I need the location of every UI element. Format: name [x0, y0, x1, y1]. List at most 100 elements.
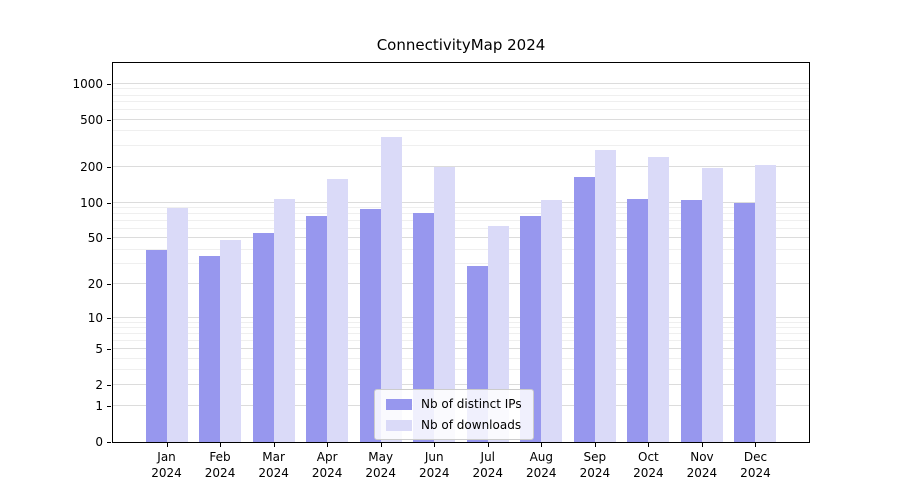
bar-distinct-ips [252, 233, 274, 442]
y-axis-tick-label: 500 [80, 112, 103, 127]
minor-gridline [113, 130, 809, 132]
x-axis-tick-label: Apr 2024 [311, 450, 343, 480]
y-axis-tick-mark [107, 284, 111, 286]
y-axis-tick-label: 200 [80, 160, 103, 175]
x-axis-tick-mark [434, 443, 436, 447]
minor-gridline [113, 357, 809, 359]
legend: Nb of distinct IPs Nb of downloads [374, 389, 534, 440]
minor-gridline [113, 88, 809, 90]
y-axis-tick-label: 10 [87, 310, 103, 325]
minor-gridline [113, 369, 809, 371]
minor-gridline [113, 321, 809, 323]
minor-gridline [113, 109, 809, 111]
x-axis-tick-label: Feb 2024 [204, 450, 236, 480]
y-axis-tick-mark [107, 167, 111, 169]
x-axis-tick-mark [541, 443, 543, 447]
minor-gridline [113, 213, 809, 215]
bar-downloads [648, 156, 670, 442]
x-axis-tick-mark [380, 443, 382, 447]
minor-gridline [113, 333, 809, 335]
chart-title: ConnectivityMap 2024 [376, 36, 546, 54]
legend-label-distinct-ips: Nb of distinct IPs [421, 397, 522, 411]
x-axis-tick-label: Jul 2024 [472, 450, 504, 480]
y-axis-tick-mark [107, 349, 111, 351]
y-axis-tick-mark [107, 442, 111, 443]
bar-downloads [380, 136, 402, 442]
x-axis-tick-label: May 2024 [365, 450, 396, 480]
x-axis-tick-mark [487, 443, 489, 447]
bar-distinct-ips [199, 256, 221, 442]
major-gridline [113, 118, 809, 120]
y-axis-tick-mark [107, 238, 111, 240]
y-axis-tick-mark [107, 119, 111, 121]
bar-distinct-ips [734, 202, 756, 442]
legend-label-downloads: Nb of downloads [421, 418, 522, 432]
x-axis-tick-label: Oct 2024 [633, 450, 664, 480]
y-axis-tick-label: 0 [95, 435, 103, 449]
bar-downloads [327, 178, 349, 442]
bar-distinct-ips [680, 200, 702, 442]
y-axis-tick-mark [107, 385, 111, 387]
minor-gridline [113, 340, 809, 342]
x-axis-tick-mark [755, 443, 757, 447]
x-axis-tick-label: Dec 2024 [740, 450, 771, 480]
legend-swatch-distinct-ips [386, 398, 412, 410]
major-gridline [113, 283, 809, 285]
major-gridline [113, 237, 809, 239]
y-axis-tick-label: 5 [95, 342, 103, 357]
minor-gridline [113, 101, 809, 103]
x-axis-tick-mark [327, 443, 329, 447]
major-gridline [113, 316, 809, 318]
y-axis-tick-label: 1 [95, 399, 103, 414]
major-gridline [113, 201, 809, 203]
bar-downloads [701, 167, 723, 442]
bar-downloads [273, 198, 295, 442]
minor-gridline [113, 145, 809, 147]
x-axis-tick-label: Nov 2024 [686, 450, 718, 480]
y-axis-tick-label: 2 [95, 378, 103, 393]
bar-distinct-ips [520, 215, 542, 442]
plot-area [112, 62, 810, 443]
x-axis-tick-label: Mar 2024 [258, 450, 289, 480]
minor-gridline [113, 227, 809, 229]
bar-downloads [434, 167, 456, 442]
x-axis-tick-label: Sep 2024 [579, 450, 611, 480]
legend-item-downloads: Nb of downloads [386, 418, 522, 432]
bar-distinct-ips [359, 209, 381, 442]
x-axis-tick-label: Aug 2024 [526, 450, 557, 480]
y-axis-tick-label: 1000 [72, 76, 103, 91]
bar-distinct-ips [306, 215, 328, 442]
minor-gridline [113, 207, 809, 209]
legend-item-distinct-ips: Nb of distinct IPs [386, 397, 522, 411]
x-axis-tick-mark [273, 443, 275, 447]
x-axis-tick-mark [701, 443, 703, 447]
y-axis-tick-label: 100 [80, 195, 103, 210]
y-axis-tick-mark [107, 202, 111, 204]
y-axis-tick-mark [107, 317, 111, 319]
bar-downloads [755, 164, 777, 442]
major-gridline [113, 83, 809, 84]
y-axis-tick-mark [107, 406, 111, 408]
x-axis-tick-mark [594, 443, 596, 447]
x-axis-tick-mark [166, 443, 168, 447]
bar-distinct-ips [573, 177, 595, 442]
legend-swatch-downloads [386, 419, 412, 431]
bar-distinct-ips [627, 198, 649, 442]
bar-downloads [487, 225, 509, 442]
y-axis-tick-label: 20 [87, 277, 103, 292]
bar-distinct-ips [413, 213, 435, 442]
minor-gridline [113, 327, 809, 329]
minor-gridline [113, 248, 809, 250]
minor-gridline [113, 94, 809, 96]
bar-downloads [541, 200, 563, 442]
bar-downloads [166, 208, 188, 442]
y-axis-tick-mark [107, 83, 111, 85]
minor-gridline [113, 263, 809, 265]
x-axis-tick-mark [648, 443, 650, 447]
bar-distinct-ips [145, 249, 167, 442]
bar-downloads [220, 240, 242, 442]
minor-gridline [113, 220, 809, 222]
major-gridline [113, 384, 809, 386]
x-axis-tick-mark [220, 443, 222, 447]
